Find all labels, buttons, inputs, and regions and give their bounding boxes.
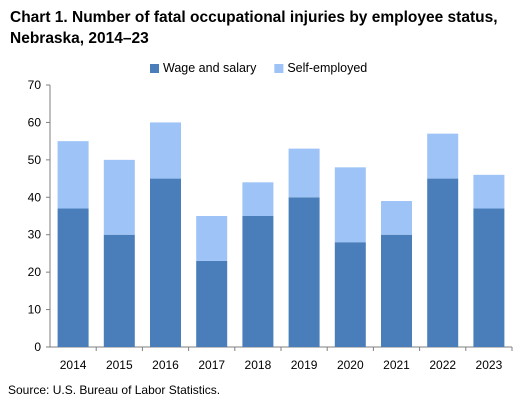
bar-self-employed-2022: [427, 133, 459, 179]
bar-self-employed-2020: [334, 167, 366, 243]
bar-self-employed-2014: [57, 141, 89, 209]
y-tick-label: 50: [28, 153, 42, 167]
x-tick-label: 2019: [291, 358, 318, 372]
bar-wage-and-salary-2014: [57, 208, 89, 347]
bar-wage-and-salary-2022: [427, 178, 459, 347]
y-tick-label: 0: [34, 340, 41, 354]
legend: Wage and salary Self-employed: [150, 61, 367, 75]
bar-wage-and-salary-2018: [242, 216, 274, 347]
bar-self-employed-2023: [473, 174, 505, 209]
bar-self-employed-2021: [381, 201, 412, 235]
source-note: Source: U.S. Bureau of Labor Statistics.: [8, 383, 221, 397]
x-tick-label: 2023: [476, 358, 503, 372]
bar-wage-and-salary-2021: [381, 234, 412, 347]
bar-self-employed-2019: [288, 148, 320, 198]
chart-title: Chart 1. Number of fatal occupational in…: [10, 9, 498, 47]
x-tick-labels: 2014 2015 2016 2017 2018 2019 2020 2021 2022 2023: [60, 358, 503, 372]
bar-self-employed-2016: [150, 122, 181, 179]
x-tick-label: 2014: [60, 358, 87, 372]
x-tick-label: 2017: [198, 358, 225, 372]
bar-wage-and-salary-2016: [150, 178, 181, 347]
bar-wage-and-salary-2020: [334, 242, 366, 347]
bar-wage-and-salary-2015: [103, 234, 135, 347]
bar-self-employed-2017: [196, 216, 228, 261]
bar-wage-and-salary-2019: [288, 197, 320, 347]
y-tick-label: 30: [28, 228, 42, 242]
legend-label-wage-and-salary: Wage and salary: [163, 61, 257, 75]
bar-self-employed-2018: [242, 182, 274, 216]
y-tick-label: 10: [28, 303, 42, 317]
bar-self-employed-2015: [103, 159, 135, 235]
x-tick-label: 2018: [245, 358, 272, 372]
bar-wage-and-salary-2017: [196, 260, 228, 347]
y-tick-label: 70: [28, 78, 42, 92]
y-tick-label: 40: [28, 190, 42, 204]
x-tick-label: 2021: [383, 358, 410, 372]
y-tick-label: 20: [28, 265, 42, 279]
legend-label-self-employed: Self-employed: [287, 61, 367, 75]
bars: [57, 122, 505, 347]
legend-swatch-self-employed: [274, 64, 284, 73]
x-tick-label: 2015: [106, 358, 133, 372]
x-tick-label: 2022: [429, 358, 456, 372]
legend-swatch-wage-and-salary: [150, 64, 159, 73]
bar-wage-and-salary-2023: [473, 208, 505, 347]
y-tick-label: 60: [28, 115, 42, 129]
x-tick-label: 2020: [337, 358, 364, 372]
y-tick-labels: 0 10 20 30 40 50 60 70: [28, 78, 42, 354]
x-tick-label: 2016: [152, 358, 179, 372]
